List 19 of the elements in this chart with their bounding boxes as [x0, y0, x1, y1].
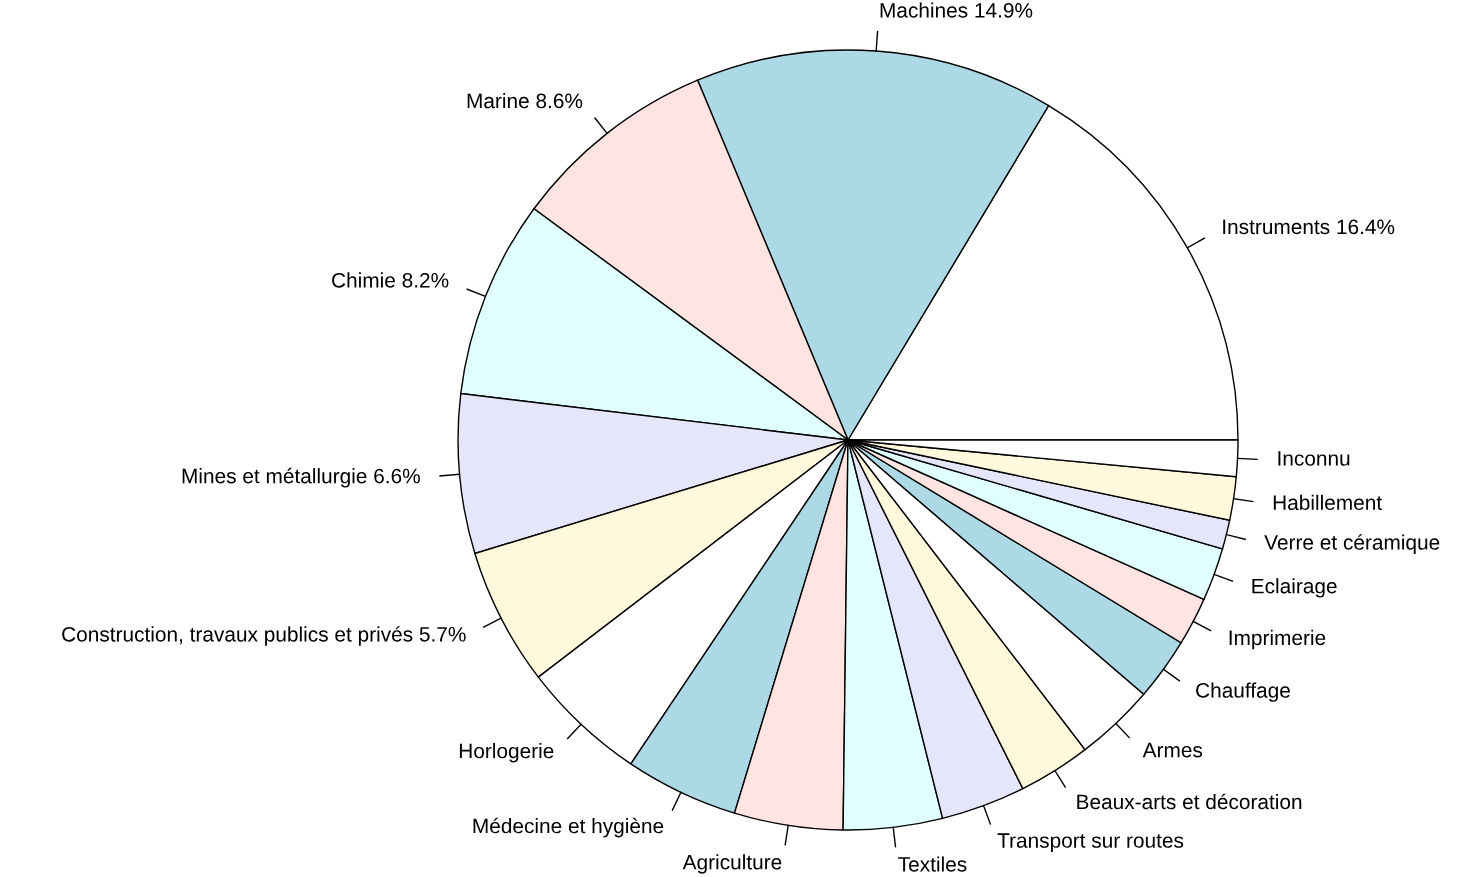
slice-label: Verre et céramique	[1264, 534, 1440, 554]
slice-label: Agriculture	[682, 854, 782, 874]
slice-label: Chauffage	[1196, 682, 1290, 702]
slice-label: Instruments 16.4%	[1223, 219, 1395, 235]
slice-label: Horlogerie	[459, 743, 554, 763]
slice-label: Mines et métallurgie 6.6%	[182, 467, 420, 488]
slice-label: Eclairage	[1252, 578, 1337, 598]
slice-label: Textiles	[898, 856, 967, 872]
slice-label: Marine 8.6%	[467, 92, 583, 109]
slice-label: Médecine et hygiène	[473, 817, 664, 838]
slice-label: Machines 14.9%	[880, 2, 1033, 18]
slice-label: Habillement	[1273, 494, 1382, 511]
slice-label: Transport sur routes	[997, 833, 1184, 852]
slice-label: Inconnu	[1278, 451, 1350, 466]
slice-label: Armes	[1142, 742, 1203, 758]
slice-label: Construction, travaux publics et privés 5.7%	[62, 626, 466, 646]
slice-label: Chimie 8.2%	[332, 272, 449, 288]
slice-label: Beaux-arts et décoration	[1077, 793, 1302, 810]
slice-label: Imprimerie	[1229, 629, 1326, 650]
